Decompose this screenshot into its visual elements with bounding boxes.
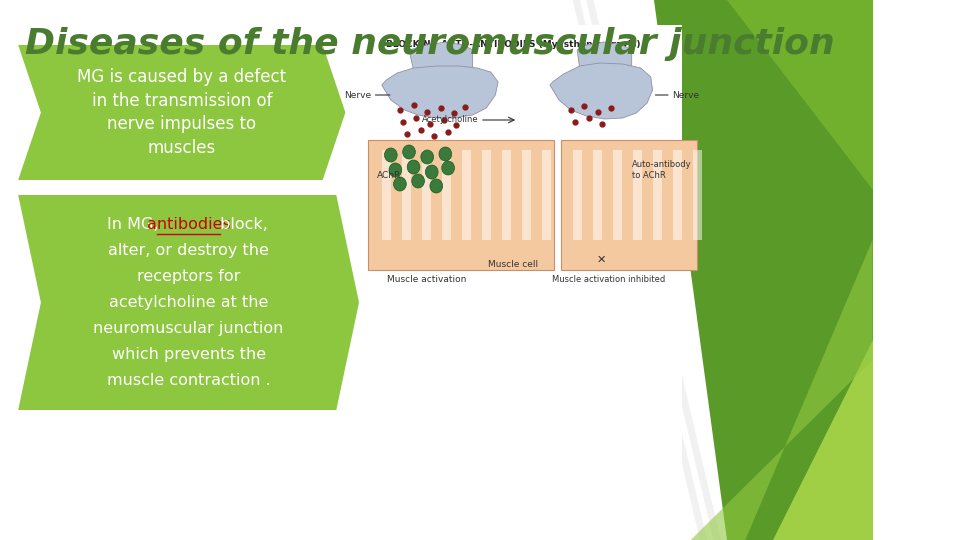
Circle shape [412, 174, 424, 188]
Text: acetylcholine at the: acetylcholine at the [108, 295, 268, 310]
FancyBboxPatch shape [368, 140, 555, 270]
Polygon shape [18, 195, 359, 410]
Text: Nerve: Nerve [344, 91, 371, 99]
Text: Muscle cell: Muscle cell [489, 260, 539, 269]
Text: muscle contraction .: muscle contraction . [107, 373, 271, 388]
Text: ✕: ✕ [597, 255, 607, 265]
Polygon shape [382, 66, 498, 118]
Text: AChR: AChR [377, 171, 401, 179]
Polygon shape [409, 42, 472, 95]
FancyBboxPatch shape [633, 150, 641, 240]
Text: MG is caused by a defect
in the transmission of
nerve impulses to
muscles: MG is caused by a defect in the transmis… [77, 68, 286, 157]
Text: antibodies: antibodies [147, 217, 230, 232]
Polygon shape [18, 45, 346, 180]
FancyBboxPatch shape [521, 150, 531, 240]
FancyBboxPatch shape [572, 150, 582, 240]
Polygon shape [655, 0, 873, 540]
Polygon shape [587, 0, 721, 540]
Circle shape [420, 150, 434, 164]
FancyBboxPatch shape [653, 150, 661, 240]
Text: Muscle activation inhibited: Muscle activation inhibited [552, 275, 665, 284]
Polygon shape [691, 240, 873, 540]
Text: Nerve: Nerve [673, 91, 700, 99]
Circle shape [389, 163, 401, 177]
Text: Diseases of the neuromuscular junction: Diseases of the neuromuscular junction [26, 27, 835, 61]
Polygon shape [550, 63, 653, 119]
FancyBboxPatch shape [673, 150, 682, 240]
Text: Acetylcholine: Acetylcholine [421, 116, 478, 125]
Polygon shape [773, 340, 873, 540]
Text: BLOCKING AUTO-ANTIBODIES (Myasthenia gravis): BLOCKING AUTO-ANTIBODIES (Myasthenia gra… [386, 40, 640, 49]
Circle shape [425, 165, 438, 179]
Circle shape [442, 161, 454, 175]
Text: Auto-antibody
to AChR: Auto-antibody to AChR [632, 160, 691, 180]
FancyBboxPatch shape [482, 150, 491, 240]
FancyBboxPatch shape [462, 150, 470, 240]
Circle shape [430, 179, 443, 193]
Text: block,: block, [215, 217, 269, 232]
Circle shape [394, 177, 406, 191]
Text: In MG,: In MG, [107, 217, 163, 232]
FancyBboxPatch shape [561, 140, 697, 270]
FancyBboxPatch shape [612, 150, 622, 240]
Text: receptors for: receptors for [137, 269, 240, 284]
FancyBboxPatch shape [421, 150, 431, 240]
FancyBboxPatch shape [382, 150, 391, 240]
FancyBboxPatch shape [692, 150, 702, 240]
Polygon shape [727, 0, 873, 190]
Polygon shape [577, 42, 632, 95]
FancyBboxPatch shape [541, 150, 551, 240]
Circle shape [402, 145, 416, 159]
Text: Muscle activation: Muscle activation [388, 275, 467, 284]
Text: alter, or destroy the: alter, or destroy the [108, 243, 269, 258]
FancyBboxPatch shape [401, 150, 411, 240]
FancyBboxPatch shape [354, 25, 682, 470]
Text: which prevents the: which prevents the [111, 347, 266, 362]
FancyBboxPatch shape [442, 150, 451, 240]
Circle shape [384, 148, 397, 162]
FancyBboxPatch shape [592, 150, 602, 240]
Circle shape [439, 147, 452, 161]
FancyBboxPatch shape [502, 150, 511, 240]
Text: neuromuscular junction: neuromuscular junction [93, 321, 284, 336]
Circle shape [407, 160, 420, 174]
Polygon shape [572, 0, 708, 540]
